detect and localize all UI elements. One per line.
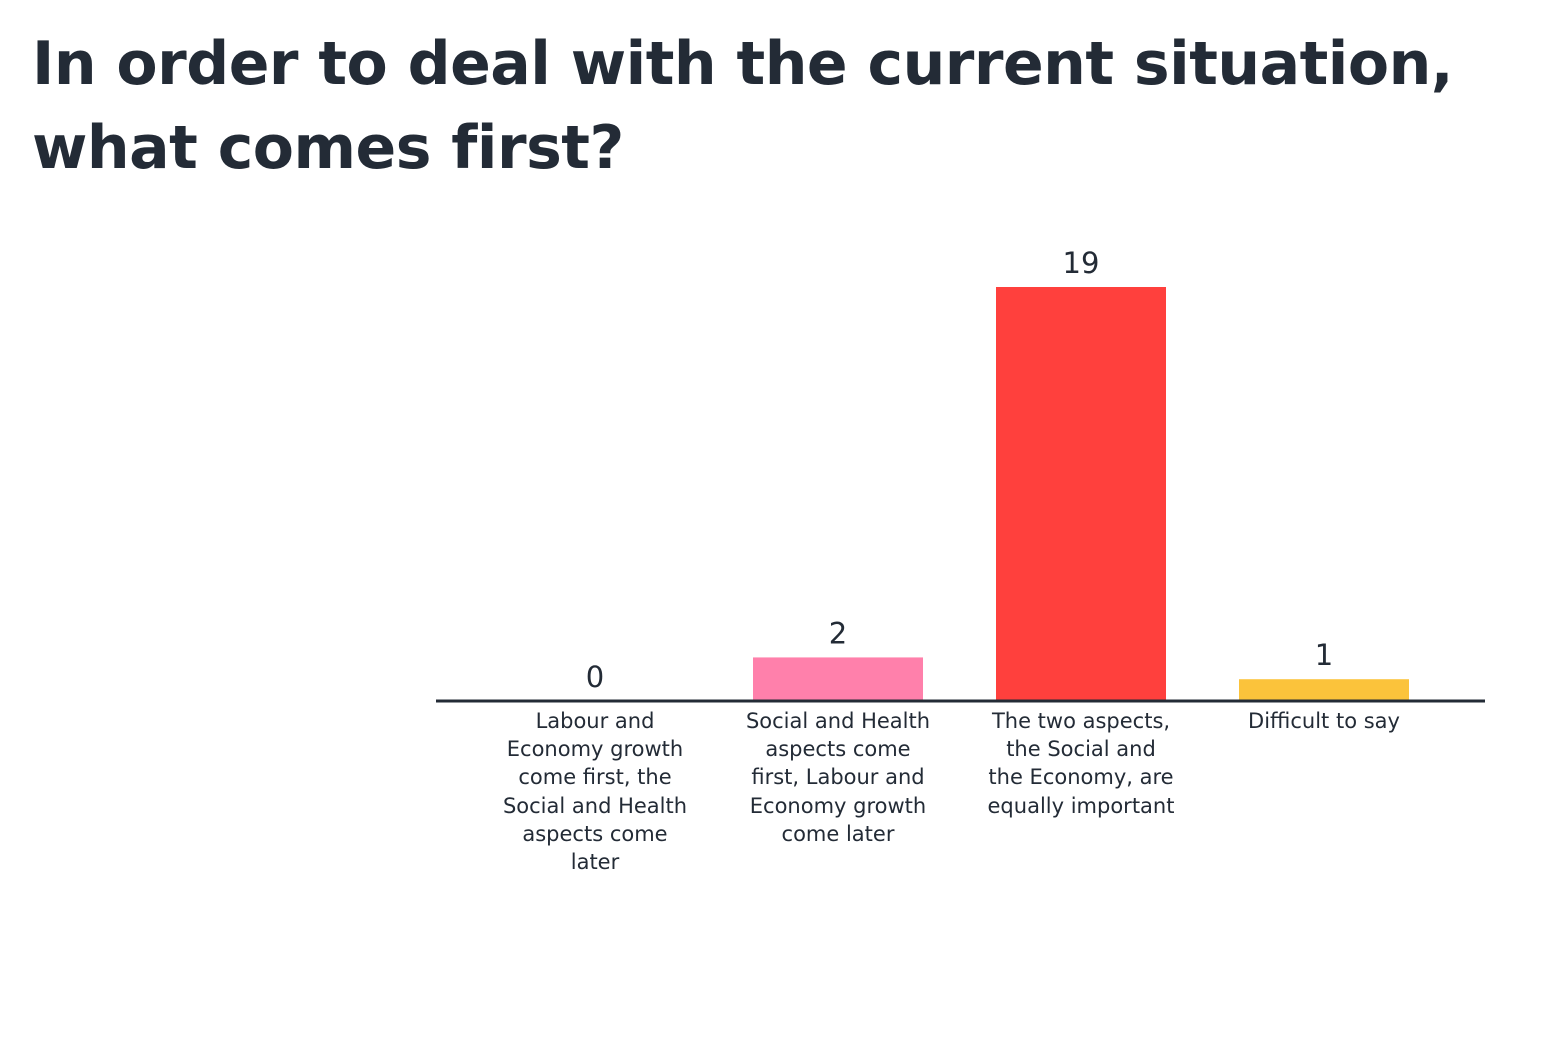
- bars-layer: [753, 287, 1409, 701]
- bar-value-label-3: 19: [1063, 246, 1100, 280]
- category-label-3: The two aspects, the Social and the Econ…: [987, 709, 1175, 818]
- chart-title: In order to deal with the current situat…: [32, 29, 1454, 183]
- value-labels-layer: 0 2 19 1: [586, 246, 1333, 694]
- category-label-2: Social and Health aspects come first, La…: [745, 709, 931, 846]
- category-label-1: Labour and Economy growth come first, th…: [502, 709, 688, 875]
- bar-4: [1239, 679, 1409, 701]
- bar-value-label-1: 0: [586, 660, 604, 694]
- category-label-4: Difficult to say: [1248, 709, 1400, 733]
- bar-3: [996, 287, 1166, 701]
- bar-value-label-2: 2: [829, 616, 847, 650]
- bar-2: [753, 657, 923, 701]
- bar-value-label-4: 1: [1315, 638, 1333, 672]
